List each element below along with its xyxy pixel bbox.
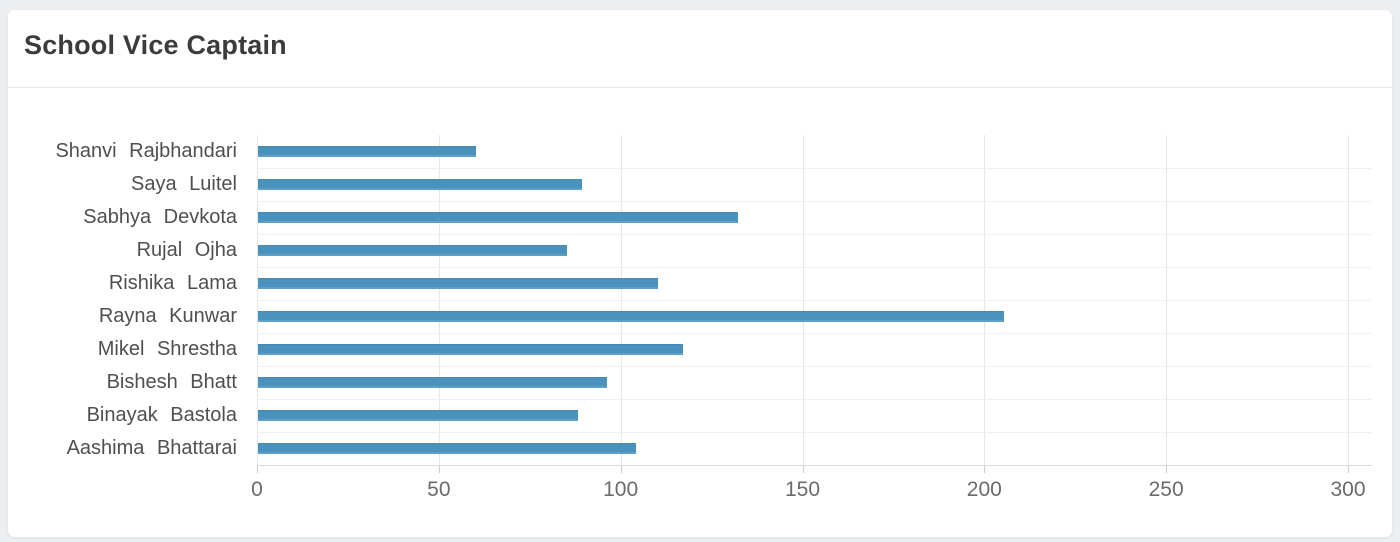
- chart-title: School Vice Captain: [24, 30, 287, 60]
- chart-region: 0 50 100 150 200 250 300 Shanvi Rajbhandari Saya…: [8, 89, 1392, 537]
- x-axis-tick: [984, 465, 986, 473]
- y-axis-label: Binayak Bastola: [86, 404, 237, 426]
- y-band-gridline: [257, 201, 1372, 202]
- y-band-gridline: [257, 333, 1372, 334]
- y-axis-label: Bishesh Bhatt: [106, 371, 237, 393]
- x-axis-tick: [257, 465, 258, 473]
- y-band-gridline: [257, 267, 1372, 268]
- x-axis-tick-label: 250: [1148, 478, 1184, 501]
- bar[interactable]: [258, 344, 684, 355]
- bar[interactable]: [258, 443, 637, 454]
- bar[interactable]: [258, 179, 582, 190]
- x-axis-tick: [438, 465, 440, 473]
- x-axis-tick-label: 0: [251, 478, 263, 501]
- y-band-gridline: [257, 300, 1372, 301]
- chart-card: School Vice Captain 0 50 100 150 200 250 300 Sh…: [8, 10, 1392, 537]
- y-band-gridline: [257, 168, 1372, 169]
- x-axis-tick-label: 300: [1330, 478, 1366, 501]
- y-axis-label: Mikel Shrestha: [97, 338, 237, 360]
- chart-card-header: School Vice Captain: [8, 10, 1392, 88]
- x-axis-tick-label: 150: [784, 478, 821, 501]
- x-axis-tick-label: 50: [427, 478, 451, 501]
- bar[interactable]: [258, 245, 568, 256]
- y-axis-label: Sabhya Devkota: [83, 206, 237, 228]
- bar[interactable]: [258, 410, 579, 421]
- x-axis-tick-label: 200: [966, 478, 1002, 501]
- x-axis-tick: [802, 465, 804, 473]
- bar[interactable]: [258, 311, 1004, 322]
- y-axis-label: Shanvi Rajbhandari: [55, 140, 237, 162]
- y-band-gridline: [257, 366, 1372, 367]
- y-band-gridline: [257, 234, 1372, 235]
- y-axis-label: Saya Luitel: [131, 173, 237, 195]
- y-axis-label: Rayna Kunwar: [98, 305, 237, 327]
- bar[interactable]: [258, 146, 477, 157]
- bar[interactable]: [258, 212, 739, 223]
- y-axis-label: Aashima Bhattarai: [66, 437, 237, 459]
- x-axis-tick: [620, 465, 622, 473]
- y-axis-label: Rujal Ojha: [136, 239, 237, 261]
- bar[interactable]: [258, 377, 608, 388]
- bar[interactable]: [258, 278, 659, 289]
- x-axis-tick-label: 100: [603, 478, 639, 501]
- y-axis-label: Rishika Lama: [108, 272, 237, 294]
- x-axis-line: [257, 465, 1372, 466]
- y-band-gridline: [257, 432, 1372, 433]
- y-band-gridline: [257, 399, 1372, 400]
- x-axis-tick: [1166, 465, 1168, 473]
- x-axis-tick: [1348, 465, 1349, 473]
